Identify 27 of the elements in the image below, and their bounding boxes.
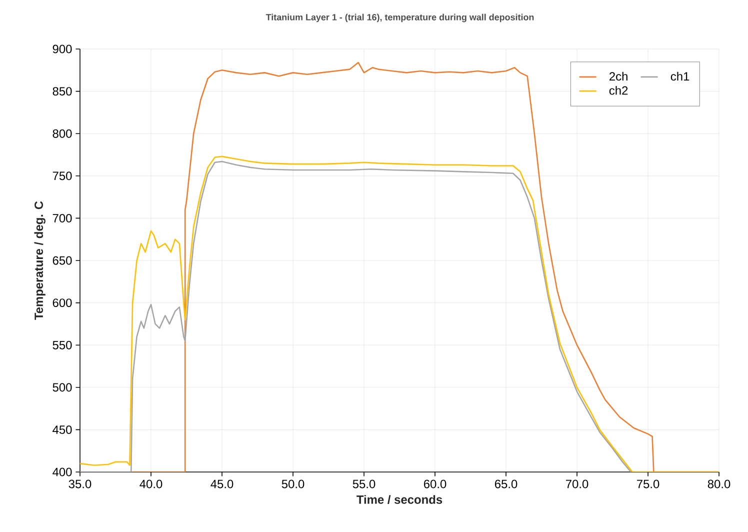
y-tick-label: 750 (52, 172, 72, 180)
y-tick-label: 450 (52, 425, 72, 434)
legend-label: 2ch (610, 72, 628, 81)
x-tick-label: 70.0 (566, 480, 588, 488)
y-tick-label: 650 (52, 256, 72, 265)
x-tick-label: 55.0 (352, 480, 376, 488)
y-tick-label: 400 (52, 468, 72, 476)
x-tick-label: 45.0 (210, 480, 234, 488)
y-tick-label: 900 (52, 44, 72, 54)
chart-title: Titanium Layer 1 - (trial 16), temperature during wall deposition (266, 14, 534, 22)
legend-label: ch1 (670, 72, 690, 81)
x-tick-label: 35.0 (68, 480, 92, 488)
x-tick-label: 80.0 (708, 480, 730, 488)
legend-label: ch2 (609, 86, 628, 95)
y-tick-label: 800 (52, 129, 72, 138)
x-tick-label: 50.0 (282, 480, 304, 488)
y-axis-title: Temperature / deg. C (34, 201, 46, 320)
x-tick-label: 75.0 (636, 480, 660, 488)
x-axis-title: Time / seconds (356, 495, 442, 504)
x-tick-label: 60.0 (424, 480, 446, 488)
x-tick-label: 65.0 (494, 480, 518, 488)
y-tick-label: 500 (52, 383, 72, 392)
y-tick-label: 850 (52, 87, 72, 96)
x-tick-label: 40.0 (140, 480, 162, 488)
y-tick-label: 700 (52, 214, 72, 222)
y-tick-label: 600 (52, 298, 72, 308)
y-tick-label: 550 (52, 340, 72, 350)
